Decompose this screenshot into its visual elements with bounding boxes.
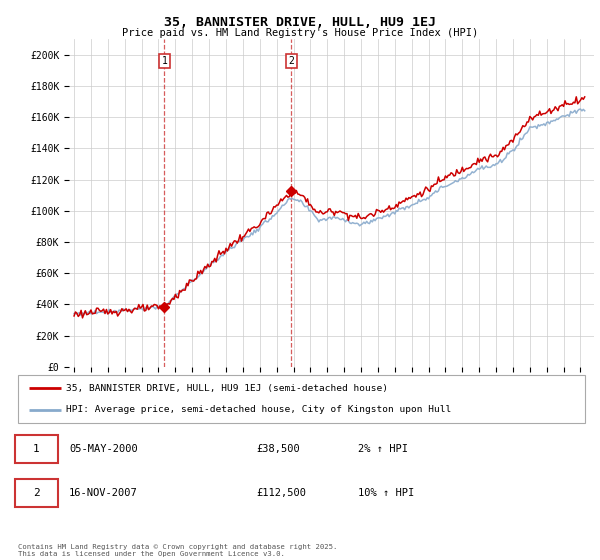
Text: 16-NOV-2007: 16-NOV-2007 [69,488,138,498]
Text: Contains HM Land Registry data © Crown copyright and database right 2025.
This d: Contains HM Land Registry data © Crown c… [18,544,337,557]
Text: HPI: Average price, semi-detached house, City of Kingston upon Hull: HPI: Average price, semi-detached house,… [66,405,451,414]
FancyBboxPatch shape [18,375,585,423]
Text: 05-MAY-2000: 05-MAY-2000 [69,445,138,454]
FancyBboxPatch shape [15,479,58,507]
Text: £38,500: £38,500 [256,445,300,454]
Text: 35, BANNISTER DRIVE, HULL, HU9 1EJ: 35, BANNISTER DRIVE, HULL, HU9 1EJ [164,16,436,29]
Text: 1: 1 [161,56,167,66]
Text: 1: 1 [33,445,40,454]
Text: £112,500: £112,500 [256,488,306,498]
FancyBboxPatch shape [15,435,58,464]
Text: 2: 2 [289,56,295,66]
Text: Price paid vs. HM Land Registry's House Price Index (HPI): Price paid vs. HM Land Registry's House … [122,28,478,38]
Text: 10% ↑ HPI: 10% ↑ HPI [358,488,415,498]
Text: 2% ↑ HPI: 2% ↑ HPI [358,445,408,454]
Text: 2: 2 [33,488,40,498]
Text: 35, BANNISTER DRIVE, HULL, HU9 1EJ (semi-detached house): 35, BANNISTER DRIVE, HULL, HU9 1EJ (semi… [66,384,388,393]
